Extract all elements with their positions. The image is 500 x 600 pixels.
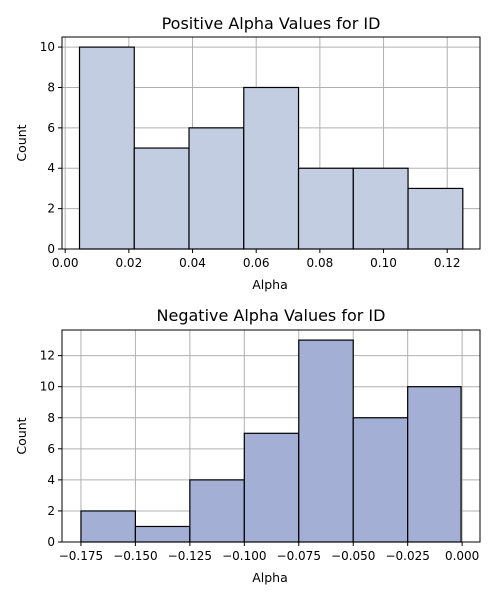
x-axis-label: Alpha bbox=[252, 570, 288, 585]
chart-title: Negative Alpha Values for ID bbox=[157, 306, 386, 325]
histogram-bar bbox=[407, 187, 464, 250]
x-tick-label: 0.12 bbox=[434, 256, 461, 270]
x-tick-label: −0.150 bbox=[113, 549, 157, 563]
histogram-bar bbox=[78, 46, 135, 250]
chart-negative-alpha: Negative Alpha Values for ID −0.175 −0.15… bbox=[14, 306, 481, 585]
y-axis-label: Count bbox=[14, 124, 29, 161]
x-tick-label: −0.075 bbox=[277, 549, 321, 563]
y-tick-label: 2 bbox=[47, 202, 55, 216]
x-axis-label: Alpha bbox=[252, 277, 288, 292]
x-tick-label: −0.025 bbox=[385, 549, 429, 563]
y-tick-label: 10 bbox=[40, 380, 55, 394]
y-tick-label: 10 bbox=[40, 40, 55, 54]
y-tick-label: 0 bbox=[47, 535, 55, 549]
histogram-bar bbox=[189, 479, 245, 543]
x-tick-label: −0.125 bbox=[168, 549, 212, 563]
y-tick-label: 2 bbox=[47, 504, 55, 518]
histogram-bar bbox=[298, 339, 354, 543]
histogram-bar bbox=[297, 167, 354, 250]
y-tick-label: 4 bbox=[47, 161, 55, 175]
y-tick-label: 6 bbox=[47, 121, 55, 135]
y-tick-label: 4 bbox=[47, 473, 55, 487]
x-tick-label: 0.04 bbox=[179, 256, 206, 270]
x-tick-label: 0.08 bbox=[307, 256, 334, 270]
x-tick-label: 0.000 bbox=[445, 549, 479, 563]
axes-frame bbox=[61, 36, 481, 250]
plot-area: 0.00 0.02 0.04 0.06 0.08 0.10 0.12 0 2 4 6 8 10 bbox=[40, 36, 481, 270]
x-tick-label: −0.050 bbox=[331, 549, 375, 563]
histogram-bar bbox=[80, 510, 137, 543]
histogram-bar bbox=[352, 417, 409, 543]
y-tick-label: 8 bbox=[47, 411, 55, 425]
histogram-bar bbox=[133, 147, 190, 250]
histogram-bar bbox=[134, 525, 191, 543]
histogram-bar bbox=[188, 127, 245, 250]
x-tick-label: −0.100 bbox=[222, 549, 266, 563]
x-tick-label: −0.175 bbox=[59, 549, 103, 563]
x-tick-label: 0.06 bbox=[243, 256, 270, 270]
y-tick-label: 8 bbox=[47, 80, 55, 94]
x-tick-label: 0.02 bbox=[115, 256, 142, 270]
y-tick-label: 0 bbox=[47, 242, 55, 256]
y-axis-label: Count bbox=[14, 417, 29, 454]
histogram-bar bbox=[243, 432, 300, 543]
axes-frame bbox=[61, 329, 481, 543]
y-tick-label: 12 bbox=[40, 349, 55, 363]
chart-positive-alpha: Positive Alpha Values for ID 0.00 0.02 0.0… bbox=[14, 14, 481, 292]
chart-title: Positive Alpha Values for ID bbox=[162, 14, 381, 33]
x-tick-label: 0.10 bbox=[370, 256, 397, 270]
histogram-bar bbox=[243, 86, 300, 250]
plot-area: −0.175 −0.150 −0.125 −0.100 −0.075 −0.050 −0.0… bbox=[40, 329, 481, 563]
histogram-bar bbox=[352, 167, 409, 250]
x-tick-label: 0.00 bbox=[52, 256, 79, 270]
histogram-bar bbox=[407, 386, 462, 543]
y-tick-label: 6 bbox=[47, 442, 55, 456]
